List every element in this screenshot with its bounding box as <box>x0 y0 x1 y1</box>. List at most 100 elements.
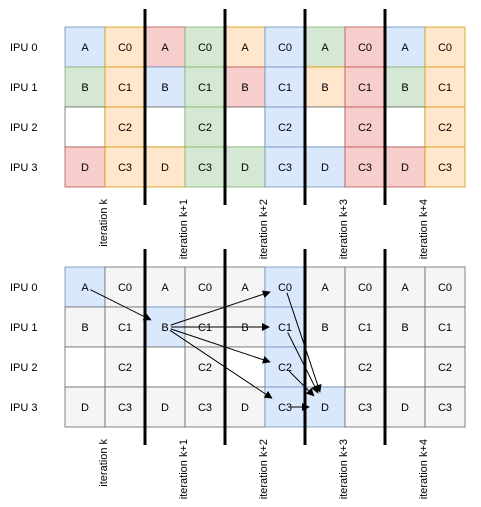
cell-label: C3 <box>358 402 372 414</box>
cell-label: D <box>401 162 409 174</box>
cell-label: A <box>241 282 249 294</box>
grid-cell <box>224 386 266 428</box>
grid-cell <box>304 106 346 148</box>
cell-label: C2 <box>278 122 292 134</box>
grid-cell <box>384 346 426 388</box>
cell-label: C0 <box>358 42 372 54</box>
dependency-arrow <box>170 328 271 364</box>
cell-label: C3 <box>118 162 132 174</box>
cell-label: C2 <box>118 122 132 134</box>
cell-label: C1 <box>278 322 292 334</box>
row-label: IPU 0 <box>10 42 38 54</box>
iteration-label: iteration k+2 <box>258 439 270 499</box>
grid-cell <box>304 346 346 388</box>
grid-cell <box>184 146 226 188</box>
grid-cell <box>104 66 146 108</box>
grid-cell <box>344 66 386 108</box>
grid-cell <box>64 346 106 388</box>
grid-cell <box>144 26 186 68</box>
cell-label: D <box>81 402 89 414</box>
cell-label: C3 <box>438 162 452 174</box>
cell-label: A <box>401 282 409 294</box>
grid-cell <box>264 66 306 108</box>
dependency-arrow <box>169 329 273 399</box>
grid-cell <box>384 386 426 428</box>
cell-label: C0 <box>198 42 212 54</box>
cell-label: A <box>241 42 249 54</box>
cell-label: C3 <box>358 162 372 174</box>
cell-label: C2 <box>118 362 132 374</box>
grid-cell <box>184 266 226 308</box>
grid-cell <box>344 346 386 388</box>
cell-label: C0 <box>278 282 292 294</box>
row-label: IPU 2 <box>10 362 38 374</box>
grid-cell <box>384 66 426 108</box>
cell-label: A <box>161 282 169 294</box>
row-label: IPU 0 <box>10 282 38 294</box>
cell-label: C2 <box>358 122 372 134</box>
row-label: IPU 1 <box>10 82 38 94</box>
grid-cell <box>264 106 306 148</box>
cell-label: C0 <box>358 282 372 294</box>
grid-cell <box>424 26 466 68</box>
cell-label: D <box>321 402 329 414</box>
dependency-arrow <box>287 332 319 394</box>
cell-label: C0 <box>278 42 292 54</box>
cell-label: C3 <box>198 162 212 174</box>
grid-cell <box>144 146 186 188</box>
cell-label: C3 <box>198 402 212 414</box>
cell-label: C3 <box>438 402 452 414</box>
cell-label: C1 <box>278 82 292 94</box>
cell-label: C2 <box>438 122 452 134</box>
grid-cell <box>64 26 106 68</box>
iteration-label: iteration k+2 <box>258 199 270 259</box>
cell-label: D <box>161 162 169 174</box>
grid-cell <box>384 106 426 148</box>
cell-label: C3 <box>278 162 292 174</box>
cell-label: C1 <box>198 322 212 334</box>
dependency-arrow <box>170 290 271 326</box>
cell-label: A <box>321 282 329 294</box>
cell-label: D <box>401 402 409 414</box>
iteration-label: iteration k+4 <box>418 439 430 499</box>
cell-label: C2 <box>198 122 212 134</box>
cell-label: C3 <box>278 402 292 414</box>
grid-cell <box>184 106 226 148</box>
cell-label: A <box>321 42 329 54</box>
cell-label: A <box>81 42 89 54</box>
cell-label: C3 <box>118 402 132 414</box>
cell-label: B <box>321 82 328 94</box>
grid-cell <box>384 266 426 308</box>
grid-cell <box>424 146 466 188</box>
cell-label: C2 <box>278 362 292 374</box>
cell-label: A <box>81 282 89 294</box>
cell-label: C0 <box>118 42 132 54</box>
cell-label: B <box>161 82 168 94</box>
cell-label: B <box>241 82 248 94</box>
grid-cell <box>264 26 306 68</box>
cell-label: D <box>161 402 169 414</box>
dependency-arrow <box>288 370 315 397</box>
grid-cell <box>424 346 466 388</box>
grid-cell <box>64 106 106 148</box>
cell-label: C0 <box>198 282 212 294</box>
bottom-grid-section: A C0 A C0 A C0 A C0 A C0 B C1 B C1 B C1 B C1 B C1 C2 C2 C2 C2 C2… <box>10 249 466 499</box>
grid-cell <box>184 66 226 108</box>
cell-label: A <box>401 42 409 54</box>
cell-label: A <box>161 42 169 54</box>
cell-label: C1 <box>438 322 452 334</box>
cell-label: C0 <box>438 42 452 54</box>
grid-cell <box>384 146 426 188</box>
cell-label: B <box>401 322 408 334</box>
iteration-label: iteration k+3 <box>338 199 350 259</box>
cell-label: C1 <box>438 82 452 94</box>
row-label: IPU 1 <box>10 322 38 334</box>
grid-cell <box>144 106 186 148</box>
cell-label: C2 <box>438 362 452 374</box>
cell-label: B <box>81 82 88 94</box>
cell-label: D <box>321 162 329 174</box>
row-label: IPU 3 <box>10 402 38 414</box>
cell-label: C1 <box>358 322 372 334</box>
cell-label: C2 <box>198 362 212 374</box>
